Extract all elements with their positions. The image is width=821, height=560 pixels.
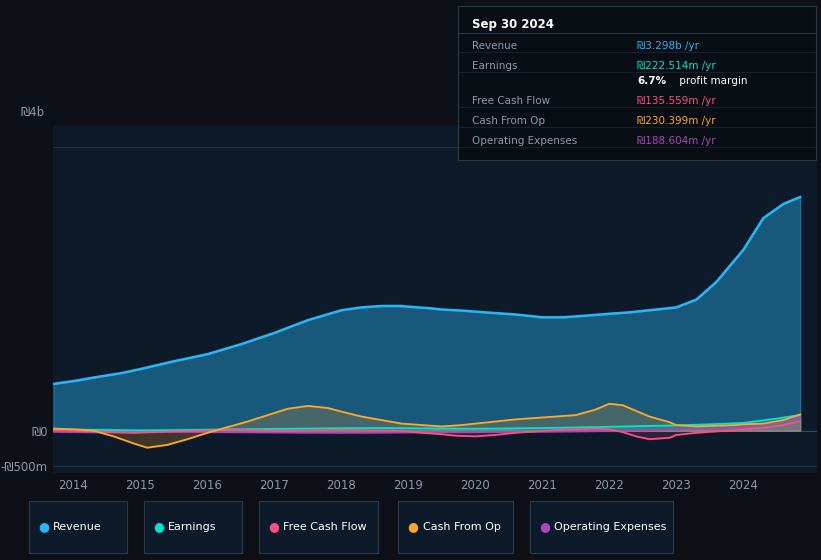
Text: ₪4b: ₪4b: [21, 105, 44, 119]
Text: ●: ●: [153, 520, 164, 534]
Text: ₪3.298b /yr: ₪3.298b /yr: [637, 41, 699, 51]
Text: Free Cash Flow: Free Cash Flow: [283, 522, 367, 532]
Text: Earnings: Earnings: [472, 61, 518, 71]
Text: ●: ●: [38, 520, 49, 534]
Text: 6.7%: 6.7%: [637, 77, 666, 86]
Text: ●: ●: [407, 520, 419, 534]
Text: profit margin: profit margin: [677, 77, 748, 86]
Text: Operating Expenses: Operating Expenses: [554, 522, 667, 532]
Text: Sep 30 2024: Sep 30 2024: [472, 18, 554, 31]
Text: Cash From Op: Cash From Op: [423, 522, 501, 532]
Text: Revenue: Revenue: [53, 522, 102, 532]
Text: ₪135.559m /yr: ₪135.559m /yr: [637, 96, 716, 106]
Text: Free Cash Flow: Free Cash Flow: [472, 96, 551, 106]
Text: Earnings: Earnings: [168, 522, 217, 532]
Text: Operating Expenses: Operating Expenses: [472, 137, 578, 147]
Text: Revenue: Revenue: [472, 41, 517, 51]
Text: ●: ●: [539, 520, 550, 534]
Text: ●: ●: [268, 520, 279, 534]
Text: Cash From Op: Cash From Op: [472, 116, 545, 127]
Text: ₪230.399m /yr: ₪230.399m /yr: [637, 116, 716, 127]
Text: ₪188.604m /yr: ₪188.604m /yr: [637, 137, 716, 147]
Text: ₪222.514m /yr: ₪222.514m /yr: [637, 61, 716, 71]
